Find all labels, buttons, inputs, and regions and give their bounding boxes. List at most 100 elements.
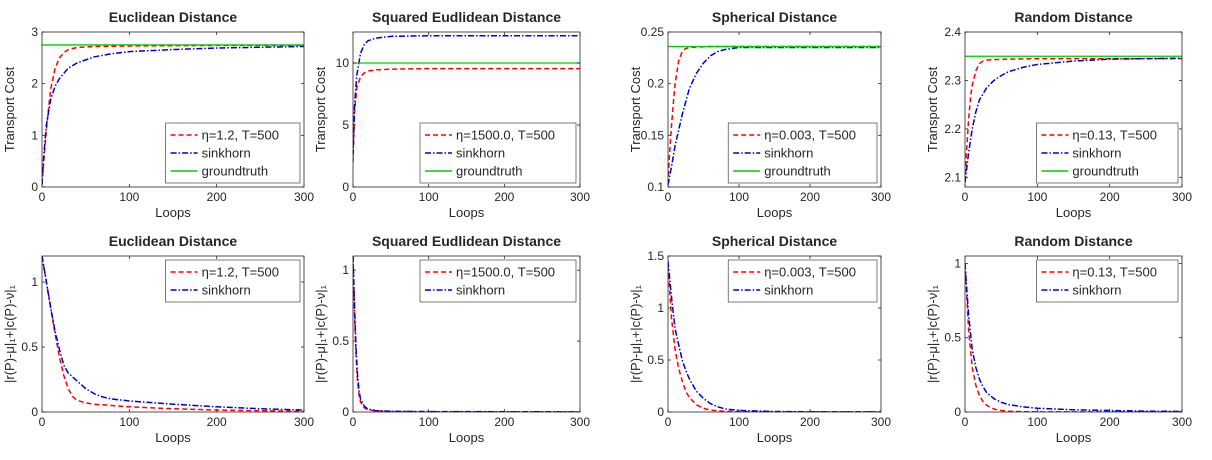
chart-panel-8: Random Distance 0 100 200 300 0 0.5 1 Loops |r(P)…	[925, 233, 1192, 445]
series-line-2	[353, 34, 580, 157]
x-axis-label: Loops	[449, 205, 485, 220]
y-tick-label: 0.5	[944, 331, 961, 345]
y-tick-label: 1	[31, 275, 38, 289]
y-tick-label: 0	[342, 180, 349, 194]
legend-label: groundtruth	[764, 164, 831, 179]
chart-title: Euclidean Distance	[109, 233, 238, 249]
x-axis-label: Loops	[757, 205, 793, 220]
x-axis-label: Loops	[449, 430, 485, 445]
legend: η=0.003, T=500 sinkhorn groundtruth	[727, 122, 878, 184]
y-axis-label: Transport Cost	[628, 66, 643, 152]
x-axis-label: Loops	[1056, 205, 1092, 220]
x-tick-label: 100	[729, 415, 749, 429]
x-tick-label: 200	[1100, 415, 1120, 429]
chart-title: Random Distance	[1014, 233, 1132, 249]
legend-label: groundtruth	[202, 164, 269, 179]
chart-title: Euclidean Distance	[109, 9, 238, 25]
legend-box	[165, 259, 301, 303]
legend-label: groundtruth	[456, 164, 523, 179]
chart-title: Squared Eudlidean Distance	[372, 9, 561, 25]
x-tick-label: 200	[494, 190, 514, 204]
plot-frame	[667, 255, 882, 413]
legend-box	[1036, 259, 1179, 303]
chart-panel-4: Random Distance 0 100 200 300 2.1 2.2 2.3 2.4 Loo…	[925, 9, 1192, 220]
legend-label: η=1.2, T=500	[202, 128, 279, 143]
plot-frame	[352, 31, 581, 188]
chart-panel-3: Spherical Distance 0 100 200 300 0.1 0.15 0.2 0.…	[628, 9, 891, 220]
chart-panel-1: Euclidean Distance 0 100 200 300 0 1 2 3 Loops Tra…	[2, 9, 314, 220]
x-tick-label: 0	[350, 415, 357, 429]
chart-panel-5: Euclidean Distance 0 100 200 300 0 0.5 1 Loops |r…	[2, 233, 314, 445]
legend-label: sinkhorn	[202, 283, 251, 298]
x-tick-label: 200	[800, 415, 820, 429]
x-tick-label: 200	[800, 190, 820, 204]
series-group	[42, 44, 304, 185]
legend: η=0.13, T=500 sinkhorn groundtruth	[1036, 122, 1179, 184]
y-tick-label: 3	[31, 25, 38, 39]
legend-label: sinkhorn	[764, 283, 813, 298]
legend: η=0.003, T=500 sinkhorn	[727, 259, 878, 303]
y-axis-label: |r(P)-μ|₁+|c(P)-ν|₁	[925, 284, 940, 383]
plot-frame	[41, 255, 305, 413]
legend: η=1.2, T=500 sinkhorn	[165, 259, 301, 303]
x-axis-label: Loops	[1056, 430, 1092, 445]
x-axis-label: Loops	[155, 205, 191, 220]
legend-label: groundtruth	[1072, 164, 1139, 179]
y-axis-label: Transport Cost	[925, 66, 940, 152]
y-tick-label: 2.4	[944, 25, 961, 39]
x-tick-label: 100	[419, 415, 439, 429]
series-line-2	[42, 45, 304, 185]
x-tick-label: 100	[119, 190, 139, 204]
legend-label: η=1500.0, T=500	[456, 128, 555, 143]
y-tick-label: 1	[342, 263, 349, 277]
legend-label: sinkhorn	[456, 283, 505, 298]
x-tick-label: 100	[119, 415, 139, 429]
x-tick-label: 200	[207, 190, 227, 204]
x-tick-label: 100	[419, 190, 439, 204]
series-line-2	[668, 261, 881, 412]
x-tick-label: 0	[665, 190, 672, 204]
series-group	[965, 55, 1182, 183]
x-tick-label: 200	[494, 415, 514, 429]
series-line-1	[965, 263, 1182, 412]
y-tick-label: 1	[954, 256, 961, 270]
legend-box	[1036, 122, 1179, 184]
y-tick-label: 1	[657, 301, 664, 315]
x-axis-label: Loops	[155, 430, 191, 445]
legend-label: sinkhorn	[456, 146, 505, 161]
y-tick-label: 0.1	[647, 180, 664, 194]
plot-frame	[352, 255, 581, 413]
legend: η=1500.0, T=500 sinkhorn	[419, 259, 577, 303]
chart-title: Spherical Distance	[712, 9, 837, 25]
chart-title: Spherical Distance	[712, 233, 837, 249]
x-tick-label: 200	[1100, 190, 1120, 204]
y-tick-label: 0	[342, 405, 349, 419]
y-axis-label: |r(P)-μ|₁+|c(P)-ν|₁	[628, 284, 643, 383]
series-group	[42, 256, 304, 412]
y-tick-label: 0.5	[332, 334, 349, 348]
series-line-2	[42, 256, 304, 411]
y-tick-label: 2.2	[944, 122, 961, 136]
y-tick-label: 1	[31, 128, 38, 142]
legend-label: η=0.003, T=500	[764, 265, 856, 280]
x-tick-label: 300	[294, 415, 314, 429]
x-tick-label: 300	[1172, 190, 1192, 204]
legend: η=1.2, T=500 sinkhorn groundtruth	[165, 122, 301, 184]
legend-label: sinkhorn	[764, 146, 813, 161]
x-axis-label: Loops	[757, 430, 793, 445]
x-tick-label: 0	[39, 415, 46, 429]
y-tick-label: 5	[342, 118, 349, 132]
legend-label: η=0.003, T=500	[764, 128, 856, 143]
x-tick-label: 0	[962, 415, 969, 429]
y-tick-label: 2.1	[944, 170, 961, 184]
y-axis-label: |r(P)-μ|₁+|c(P)-ν|₁	[2, 284, 17, 383]
y-tick-label: 0.5	[647, 353, 664, 367]
chart-panel-7: Spherical Distance 0 100 200 300 0 0.5 1 1.5 Loop…	[628, 233, 891, 445]
x-tick-label: 100	[729, 190, 749, 204]
y-tick-label: 2	[31, 77, 38, 91]
x-tick-label: 0	[39, 190, 46, 204]
legend-label: sinkhorn	[1072, 283, 1121, 298]
x-tick-label: 300	[570, 190, 590, 204]
y-tick-label: 0.5	[21, 340, 38, 354]
plot-frame	[964, 255, 1183, 413]
